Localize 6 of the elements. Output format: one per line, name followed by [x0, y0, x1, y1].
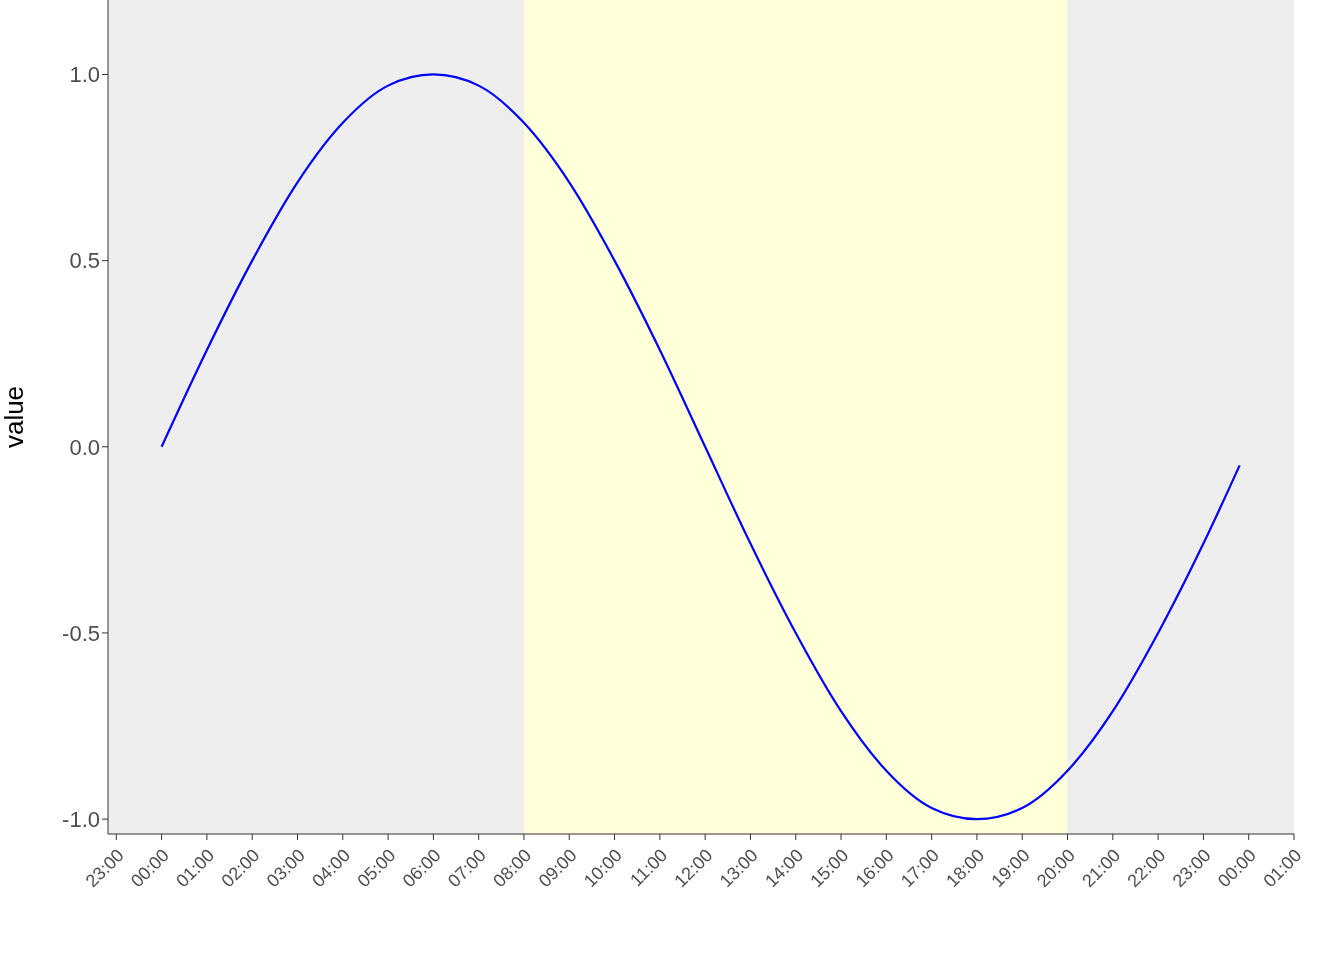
y-tick-label: 1.0 [69, 62, 100, 88]
y-tick-label: 0.5 [69, 248, 100, 274]
y-tick-label: -0.5 [62, 620, 100, 646]
y-axis-title: value [0, 385, 30, 449]
y-tick-label: -1.0 [62, 806, 100, 832]
y-tick-label: 0.0 [69, 434, 100, 460]
